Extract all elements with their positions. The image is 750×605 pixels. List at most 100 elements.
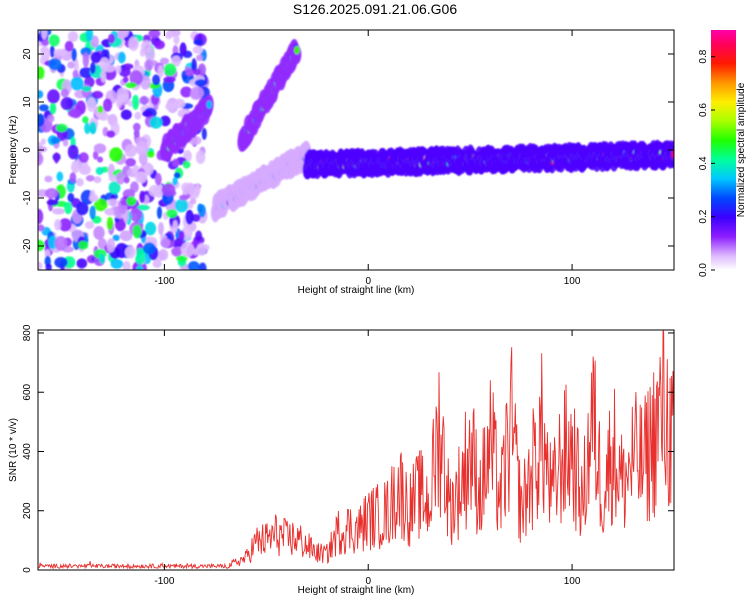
spectrogram-cell <box>60 88 69 98</box>
spectrogram-cell <box>159 115 171 127</box>
spectrogram-cell <box>182 160 191 169</box>
spectrogram-cell <box>78 152 89 163</box>
spectrogram-cell <box>55 200 68 207</box>
spectrogram-cell <box>90 35 99 48</box>
spectrogram-cell <box>135 141 149 156</box>
spectrogram-cell <box>92 150 99 160</box>
snr-data <box>38 330 674 570</box>
spectrogram-cell <box>41 30 48 40</box>
spectrogram-cell <box>38 239 45 252</box>
snr-x-tick-label: -100 <box>154 576 174 587</box>
spectrogram-cell <box>80 47 92 57</box>
spectrogram-cell <box>163 76 176 83</box>
spectrogram-cell <box>99 57 110 71</box>
spectrogram-cell <box>294 45 300 55</box>
snr-y-tick-label: 800 <box>22 324 33 341</box>
spectrogram-cell <box>67 61 75 69</box>
spectrogram-cell <box>125 158 137 167</box>
spectrogram-cell <box>93 198 108 212</box>
spectrogram-cell <box>671 149 674 159</box>
spectrogram-cell <box>156 206 163 219</box>
spectrogram-cell <box>115 171 126 185</box>
colorbar-label: Normalized spectral amplitude <box>736 82 747 217</box>
spectrogram-cell <box>193 38 204 46</box>
spectrogram-cell <box>171 55 182 67</box>
spectrogram-cell <box>132 224 142 239</box>
spectrogram-cell <box>180 86 193 98</box>
spectrogram-cell <box>128 36 139 51</box>
spectrogram-y-tick-label: 20 <box>22 48 33 60</box>
spectrogram-cell <box>38 113 45 127</box>
spectrogram-cell <box>120 109 132 120</box>
spectrogram-cell <box>171 158 180 167</box>
spectrogram-cell <box>125 82 137 89</box>
spectrogram-cell <box>122 260 131 270</box>
spectrogram-cell <box>163 63 177 76</box>
snr-y-tick-label: 600 <box>22 383 33 400</box>
spectrogram-cell <box>49 45 55 58</box>
spectrogram-cell <box>123 176 130 184</box>
spectrogram-cell <box>129 70 143 86</box>
spectrogram-cell <box>194 183 201 196</box>
spectrogram-cell <box>38 90 44 99</box>
snr-y-tick-label: 400 <box>22 443 33 460</box>
spectrogram-cell <box>45 188 59 199</box>
spectrogram-cell <box>93 176 102 184</box>
spectrogram-cell <box>100 69 107 83</box>
spectrogram-cell <box>140 40 152 53</box>
spectrogram-cell <box>84 122 91 135</box>
spectrogram-cell <box>122 76 129 83</box>
spectrogram-cell <box>134 111 142 120</box>
spectrogram-cell <box>180 241 195 258</box>
colorbar-tick-label: 0.4 <box>698 156 709 170</box>
spectrogram-cell <box>136 265 144 270</box>
spectrogram-cell <box>179 42 187 57</box>
spectrogram-cell <box>102 98 113 112</box>
spectrogram-cell <box>201 127 207 140</box>
spectrogram-cell <box>178 230 185 242</box>
spectrogram-cell <box>173 172 181 179</box>
spectrogram-cell <box>46 199 59 206</box>
spectrogram-cell <box>38 224 45 232</box>
snr-plot-area <box>38 330 674 570</box>
spectrogram-cell <box>79 67 93 79</box>
spectrogram-cell <box>179 256 186 264</box>
spectrogram-cell <box>165 102 175 111</box>
snr-frame <box>37 329 675 571</box>
spectrogram-cell <box>192 68 201 76</box>
colorbar: 0.0 0.2 0.4 0.6 0.8 Normalized spectral ampl… <box>698 30 747 277</box>
spectrogram-cell <box>171 247 183 257</box>
spectrogram-cell <box>144 59 154 71</box>
spectrogram-cell <box>135 253 146 265</box>
colorbar-tick-label: 0.0 <box>698 263 709 277</box>
spectrogram-cell <box>71 48 77 62</box>
spectrogram-cell <box>93 226 105 240</box>
spectrogram-cell <box>97 112 110 121</box>
spectrogram-cell <box>53 152 60 164</box>
spectrogram-cell <box>54 219 62 231</box>
spectrogram-cell <box>107 33 116 44</box>
spectrogram-cell <box>106 238 116 253</box>
spectrogram-cell <box>67 108 82 118</box>
spectrogram-cell <box>67 192 75 203</box>
spectrogram-cell <box>108 181 121 195</box>
snr-panel: -100 0 100 0 200 400 600 800 Height of straight… <box>8 324 675 596</box>
spectrogram-cell <box>85 30 94 42</box>
spectrogram-cell <box>47 114 55 123</box>
colorbar-tick-label: 0.6 <box>698 103 709 117</box>
spectrogram-cell <box>97 105 104 114</box>
colorbar-tick-label: 0.2 <box>698 209 709 223</box>
snr-x-tick-label: 0 <box>365 576 371 587</box>
spectrogram-cell <box>124 246 136 259</box>
spectrogram-cell <box>186 183 196 195</box>
spectrogram-cell <box>63 201 73 215</box>
spectrogram-cell <box>51 137 61 144</box>
spectrogram-cell <box>131 94 140 110</box>
spectrogram-cell <box>132 122 141 132</box>
spectrogram-cell <box>185 209 194 225</box>
spectrogram-y-axis-label: Frequency (Hz) <box>8 116 19 185</box>
spectrogram-cell <box>60 97 74 111</box>
spectrogram-cell <box>70 76 84 91</box>
spectrogram-cell <box>108 174 117 182</box>
